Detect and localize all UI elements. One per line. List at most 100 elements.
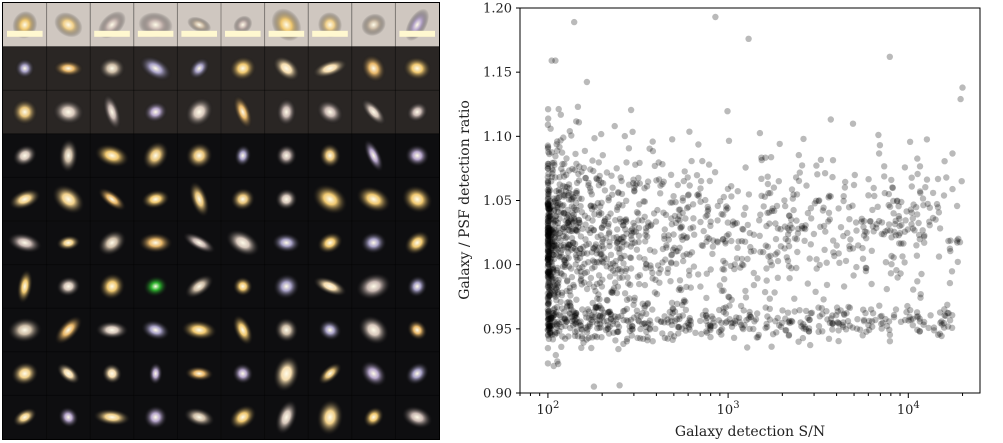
data-point [613,234,620,241]
data-point [788,224,796,232]
data-point [558,318,565,326]
data-point [702,213,709,220]
data-point [941,312,948,319]
data-point [605,220,612,227]
data-point [544,282,552,289]
data-point [737,302,745,310]
data-point [590,308,598,315]
data-point [958,178,965,185]
data-point [906,138,914,145]
data-point [548,149,556,156]
data-point [641,185,648,192]
data-point [869,310,877,317]
data-point [596,296,603,303]
data-point [602,216,609,223]
data-point [544,295,552,302]
data-point [816,313,823,320]
data-point [921,239,928,246]
data-point [556,143,563,151]
data-point [550,267,557,274]
data-point [552,153,559,160]
galaxy-blob [185,97,214,127]
galaxy-blob [56,362,81,385]
data-point [751,318,758,325]
data-point [544,253,552,260]
data-point [682,298,689,305]
galaxy-blob [232,363,254,385]
y-tick-label: 1.00 [483,258,512,273]
data-point [583,250,591,257]
data-point [659,161,666,168]
data-point [549,264,557,272]
data-point [563,171,570,178]
data-point [549,288,556,295]
data-point [919,195,927,202]
data-point [946,245,954,252]
data-point [559,169,567,176]
data-point [735,238,742,245]
data-point [720,257,727,265]
data-point [892,232,900,239]
data-point [614,239,621,246]
data-point [546,213,553,221]
galaxy-blob [140,319,171,341]
galaxy-blob [184,274,214,299]
data-point [605,194,612,201]
data-point [546,233,553,241]
data-point [878,320,885,328]
data-point [545,191,552,198]
data-point [816,197,823,204]
data-point [949,312,956,319]
data-point [600,254,608,261]
data-point [545,202,552,209]
data-point [590,383,598,390]
data-point [612,337,619,344]
data-point [858,215,865,222]
data-point [569,226,576,233]
data-point [603,296,610,304]
data-point [544,201,552,209]
data-point [545,298,553,305]
data-point [546,325,553,332]
galaxy-blob [56,276,81,297]
data-point [627,106,635,114]
data-point [587,188,594,195]
data-point [627,232,635,239]
data-point [585,315,593,322]
data-point [547,315,554,323]
data-point [734,244,741,251]
data-point [686,128,693,135]
data-point [683,234,690,242]
data-point [595,211,603,219]
data-point [702,196,709,204]
data-point [544,235,552,243]
data-point [555,276,562,283]
data-point [610,329,617,336]
data-point [685,321,692,328]
data-point [629,128,636,135]
data-point [742,294,750,301]
data-point [630,219,637,227]
data-point [547,322,554,329]
data-point [644,300,651,307]
data-point [926,222,933,229]
data-point [672,198,679,206]
data-point [561,228,568,236]
data-point [865,192,872,199]
data-point [706,321,714,328]
data-point [734,188,741,195]
data-point [544,256,552,263]
data-point [762,304,769,311]
data-point [614,266,622,273]
data-point [901,316,909,324]
data-point [680,257,687,265]
data-point [867,218,874,225]
data-point [634,312,641,319]
data-point [938,318,945,325]
data-point [840,197,847,205]
galaxy-blob [230,187,256,211]
data-point [781,245,788,252]
data-point [631,184,638,192]
data-point [598,251,605,258]
data-point [768,262,775,269]
